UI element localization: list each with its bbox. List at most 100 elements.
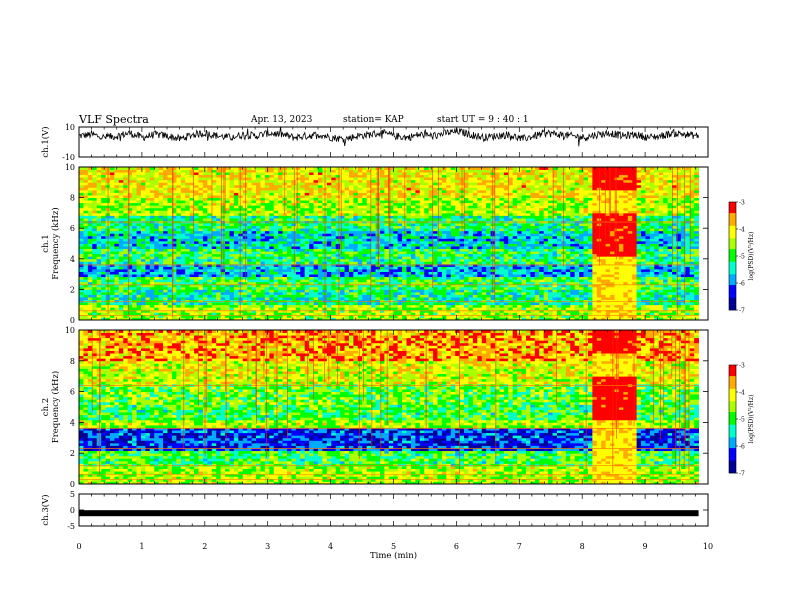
ch1-spec-cell [610, 305, 615, 308]
ch1-spec-cell [212, 310, 217, 313]
ch1-spec-cell [371, 310, 376, 313]
ch1-spec-cell [88, 266, 93, 269]
ch1-spec-cell [79, 307, 84, 310]
ch1-spec-cell [345, 297, 350, 300]
ch1-spec-cell [575, 297, 580, 300]
ch1-spec-cell [406, 312, 411, 315]
ch1-spec-cell [327, 287, 332, 290]
ch1-spec-cell [628, 272, 633, 275]
ch1-spec-cell [260, 274, 265, 277]
ch1-spec-cell [376, 282, 381, 285]
ch1-spec-cell [225, 307, 230, 310]
ch1-spec-cell [491, 312, 496, 315]
ch1-spec-cell [455, 302, 460, 305]
ch1-spec-cell [659, 287, 664, 290]
ch1-spec-cell [637, 266, 642, 269]
ch1-spec-cell [628, 282, 633, 285]
ch1-spec-cell [114, 310, 119, 313]
ch1-spec-cell [260, 310, 265, 313]
ch1-spec-cell [464, 266, 469, 269]
ch1-spec-cell [265, 300, 270, 303]
ch1-spec-cell [504, 310, 509, 313]
ch1-spec-cell [300, 302, 305, 305]
ch1-spec-cell [256, 307, 261, 310]
ch1-spec-cell [446, 272, 451, 275]
ch1-spec-cell [278, 295, 283, 298]
ch1-spec-cell [194, 277, 199, 280]
ch1-spec-cell [433, 282, 438, 285]
ch1-spec-cell [345, 282, 350, 285]
ch1-spec-cell [566, 277, 571, 280]
ch1-spec-cell [123, 297, 128, 300]
ch1-spec-cell [256, 269, 261, 272]
ch1-spec-cell [367, 310, 372, 313]
ch1-spec-cell [681, 272, 686, 275]
ch1-spec-cell [221, 287, 226, 290]
ch1-spec-cell [92, 297, 97, 300]
ch1-spec-cell [274, 277, 279, 280]
ch1-spec-cell [309, 297, 314, 300]
ch1-spec-cell [429, 292, 434, 295]
ch1-spec-cell [623, 272, 628, 275]
ch1-spec-cell [455, 295, 460, 298]
ch1-spec-cell [468, 297, 473, 300]
ch1-spec-cell [274, 269, 279, 272]
ch1-spec-cell [632, 269, 637, 272]
ch1-spec-cell [544, 307, 549, 310]
ch1-spec-cell [504, 302, 509, 305]
ch1-spec-cell [296, 302, 301, 305]
ch1-spec-cell [88, 289, 93, 292]
ch1-spec-cell [477, 292, 482, 295]
ch1-spec-cell [544, 312, 549, 315]
ch1-spec-cell [305, 310, 310, 313]
ch1-spec-cell [101, 295, 106, 298]
ch1-spec-cell [376, 305, 381, 308]
ch1-spec-cell [380, 266, 385, 269]
ch1-spec-cell [176, 302, 181, 305]
ch1-spec-cell [592, 297, 597, 300]
ch1-spec-cell [229, 272, 234, 275]
ch1-spec-cell [198, 287, 203, 290]
ch1-spec-cell [628, 274, 633, 277]
ch1-spec-cell [406, 305, 411, 308]
ch1-spec-cell [291, 310, 296, 313]
ch1-spec-cell [190, 302, 195, 305]
ch1-spec-cell [97, 302, 102, 305]
ch1-spec-cell [499, 282, 504, 285]
ch1-spec-cell [88, 269, 93, 272]
ch1-spec-cell [517, 274, 522, 277]
ch1-spec-cell [88, 305, 93, 308]
ch1-spec-cell [380, 302, 385, 305]
ch1-spec-cell [477, 269, 482, 272]
ch1-spec-cell [216, 297, 221, 300]
ch1-spec-cell [535, 287, 540, 290]
ch1-spec-cell [318, 274, 323, 277]
ch1-spec-cell [123, 289, 128, 292]
ch1-spec-cell [265, 279, 270, 282]
ch1-spec-cell [309, 312, 314, 315]
ch1-spec-cell [159, 287, 164, 290]
ch1-spec-cell [265, 312, 270, 315]
ch1-spec-cell [287, 289, 292, 292]
ch1-spec-cell [442, 292, 447, 295]
ch1-spec-cell [499, 307, 504, 310]
ch1-spec-cell [212, 292, 217, 295]
ch1-spec-cell [561, 302, 566, 305]
ch1-spec-cell [570, 269, 575, 272]
ch1-spec-cell [641, 307, 646, 310]
ch1-spec-cell [260, 307, 265, 310]
ch1-spec-cell [252, 266, 257, 269]
ch1-spec-cell [309, 269, 314, 272]
ch1-spec-cell [340, 274, 345, 277]
ch1-spec-cell [362, 269, 367, 272]
ch1-spec-cell [265, 310, 270, 313]
ch1-spec-cell [287, 302, 292, 305]
ch1-spec-cell [420, 277, 425, 280]
ch1-spec-cell [163, 289, 168, 292]
ch1-spec-cell [340, 297, 345, 300]
ch1-spec-cell [575, 305, 580, 308]
ch1-spec-cell [437, 307, 442, 310]
ch1-spec-cell [681, 307, 686, 310]
ch1-spec-cell [628, 297, 633, 300]
ch1-spec-cell [141, 312, 146, 315]
